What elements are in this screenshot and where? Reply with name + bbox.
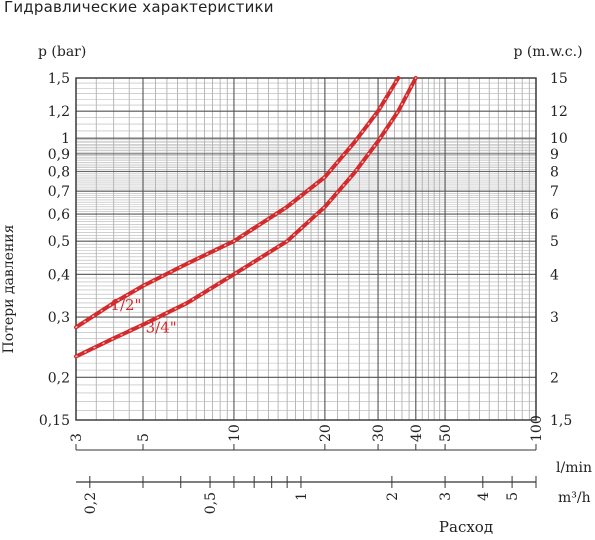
y-right-tick-label: 5 [550,234,559,250]
plot-frame [75,77,537,488]
series [74,76,418,359]
x-bottom-tick-label: 0,5 [203,492,219,514]
y-right-unit: p (m.w.c.) [513,44,582,60]
y-left-tick-label: 0,2 [48,370,70,386]
y-left-tick-label: 0,3 [48,310,70,326]
series-highlight-1 [75,77,417,358]
x-bottom-tick-label: 2 [385,492,401,501]
y-right-tick-label: 1,5 [550,413,572,429]
labels: 1/2"3/4"0,150,20,30,40,50,60,70,80,911,2… [1,44,592,536]
series-line-three-quarter-inch [74,76,418,359]
y-right-tick-label: 12 [550,104,568,120]
chart-title: Гидравлические характеристики [4,0,274,16]
x-top-tick-label: 50 [438,424,454,442]
x-top-tick-label: 3 [69,433,85,442]
y-left-tick-label: 0,7 [48,184,70,200]
x-bottom-tick-label: 3 [438,492,454,501]
x-bottom-unit: m³/h [558,490,591,506]
y-left-tick-label: 0,15 [39,413,70,429]
y-right-tick-label: 9 [550,147,559,163]
y-left-unit: p (bar) [38,44,86,60]
y-left-tick-label: 1 [61,131,70,147]
y-right-tick-label: 3 [550,310,559,326]
series-label-three-quarter-inch: 3/4" [146,319,177,337]
series-line-half-inch [74,76,401,330]
x-bottom-tick-label: 1 [294,492,310,501]
y-left-tick-label: 1,5 [48,71,70,87]
x-axis-label: Расход [439,518,493,536]
x-top-tick-label: 30 [371,424,387,442]
y-right-tick-label: 2 [550,370,559,386]
series-label-half-inch: 1/2" [110,296,141,314]
y-right-tick-label: 4 [550,267,559,283]
y-left-tick-label: 1,2 [48,104,70,120]
x-bottom-tick-label: 5 [505,492,521,501]
y-right-tick-label: 7 [550,184,559,200]
x-top-tick-label: 40 [409,424,425,442]
y-left-tick-label: 0,8 [48,164,70,180]
y-left-tick-label: 0,6 [48,207,70,223]
grid [75,77,537,421]
x-top-unit: l/min [556,460,592,476]
x-bottom-tick-label: 4 [476,492,492,501]
x-bottom-tick-label: 0,2 [83,492,99,514]
x-top-tick-label: 20 [318,424,334,442]
y-right-tick-label: 15 [550,71,568,87]
y-right-tick-label: 8 [550,164,559,180]
plot-border [75,77,537,421]
y-left-tick-label: 0,4 [48,267,70,283]
x-top-tick-label: 10 [227,424,243,442]
y-right-tick-label: 10 [550,131,568,147]
x-top-tick-label: 100 [529,415,545,442]
x-top-tick-label: 5 [136,433,152,442]
y-axis-label: Потери давления [1,224,17,353]
y-right-tick-label: 6 [550,207,559,223]
y-left-tick-label: 0,9 [48,147,70,163]
y-left-tick-label: 0,5 [48,234,70,250]
